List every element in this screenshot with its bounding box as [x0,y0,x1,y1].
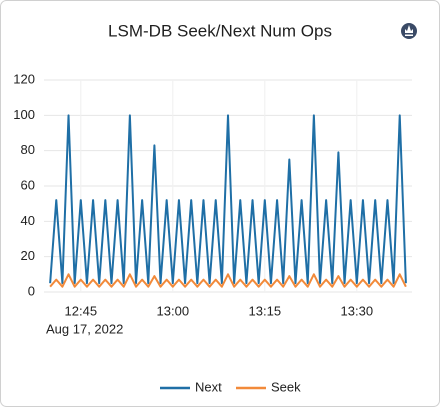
legend-item[interactable]: Seek [236,379,301,394]
x-date-label: Aug 17, 2022 [46,321,123,336]
y-tick-label: 120 [13,71,35,86]
y-tick-label: 60 [21,177,35,192]
series-line [49,114,407,285]
x-tick-label: 12:45 [65,303,98,318]
chart-title: LSM-DB Seek/Next Num Ops [108,21,332,40]
y-tick-label: 80 [21,142,35,157]
y-tick-label: 100 [13,107,35,122]
series-line [49,273,407,288]
x-tick-label: 13:15 [249,303,282,318]
x-tick-label: 13:30 [341,303,374,318]
legend-item[interactable]: Next [160,379,222,394]
legend-label: Seek [271,379,301,394]
x-tick-label: 13:00 [157,303,190,318]
legend-label: Next [195,379,222,394]
y-tick-label: 20 [21,248,35,263]
y-tick-label: 0 [28,283,35,298]
menu-icon[interactable] [401,23,417,39]
y-tick-label: 40 [21,213,35,228]
